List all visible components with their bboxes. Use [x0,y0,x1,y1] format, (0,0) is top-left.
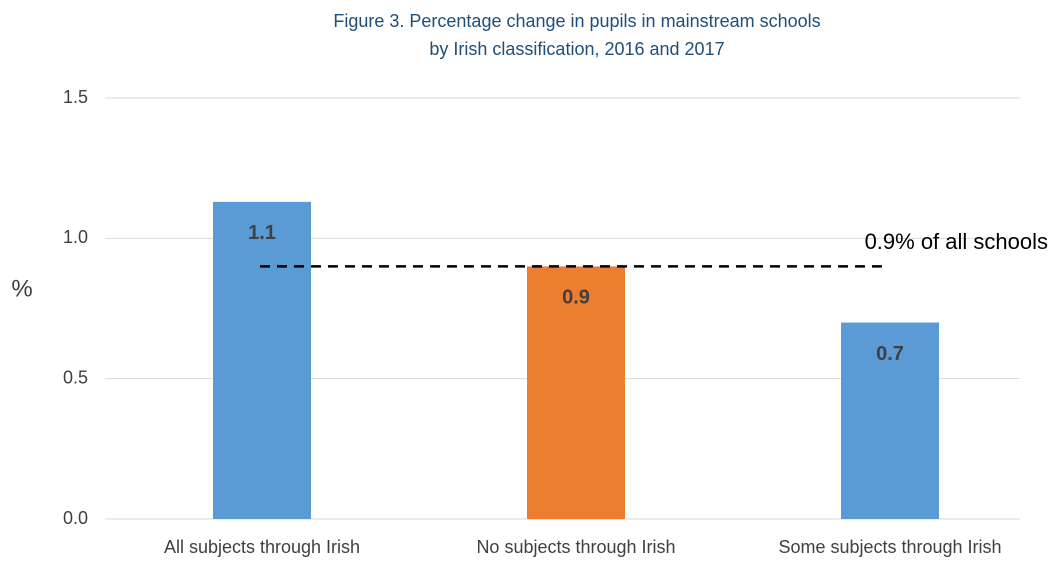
y-tick-label: 1.0 [63,227,88,247]
chart-title: by Irish classification, 2016 and 2017 [429,39,724,59]
value-label: 0.7 [876,343,904,365]
y-axis-label: % [11,275,32,302]
x-tick-label: Some subjects through Irish [778,537,1001,557]
y-tick-label: 0.0 [63,508,88,528]
bar [527,266,625,519]
value-label: 1.1 [248,222,276,244]
y-tick-label: 1.5 [63,87,88,107]
y-tick-label: 0.5 [63,367,88,387]
chart-title: Figure 3. Percentage change in pupils in… [333,11,820,31]
value-label: 0.9 [562,287,590,309]
reference-label: 0.9% of all schools [865,229,1048,254]
bar [213,201,311,519]
bar [841,322,939,519]
x-tick-label: No subjects through Irish [476,537,675,557]
x-tick-label: All subjects through Irish [164,537,360,557]
